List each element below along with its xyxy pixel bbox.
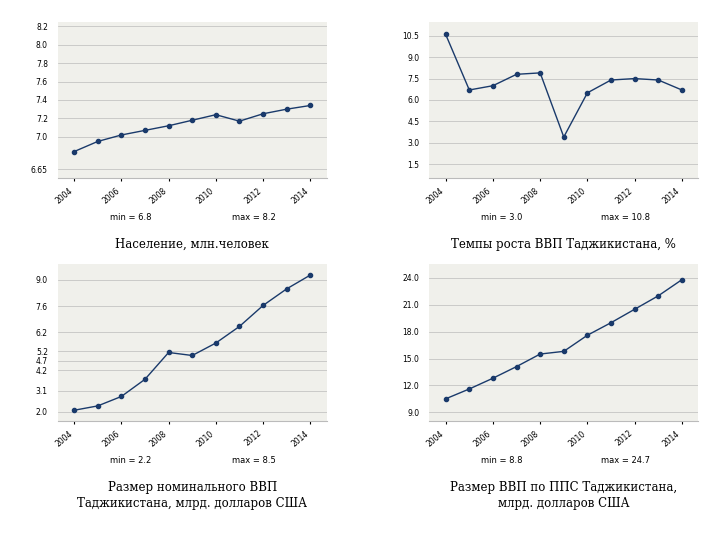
Text: min = 2.2: min = 2.2 [109,456,151,465]
Text: Темпы роста ВВП Таджикистана, %: Темпы роста ВВП Таджикистана, % [451,238,676,251]
Text: Размер номинального ВВП
Таджикистана, млрд. долларов США: Размер номинального ВВП Таджикистана, мл… [77,481,307,510]
Text: Размер ВВП по ППС Таджикистана,
млрд. долларов США: Размер ВВП по ППС Таджикистана, млрд. до… [450,481,678,510]
Text: max = 8.2: max = 8.2 [233,213,276,222]
Text: Население, млн.человек: Население, млн.человек [115,238,269,251]
Text: max = 8.5: max = 8.5 [233,456,276,465]
Text: min = 8.8: min = 8.8 [481,456,523,465]
Text: max = 10.8: max = 10.8 [601,213,650,222]
Text: min = 3.0: min = 3.0 [481,213,523,222]
Text: max = 24.7: max = 24.7 [601,456,650,465]
Text: min = 6.8: min = 6.8 [109,213,151,222]
